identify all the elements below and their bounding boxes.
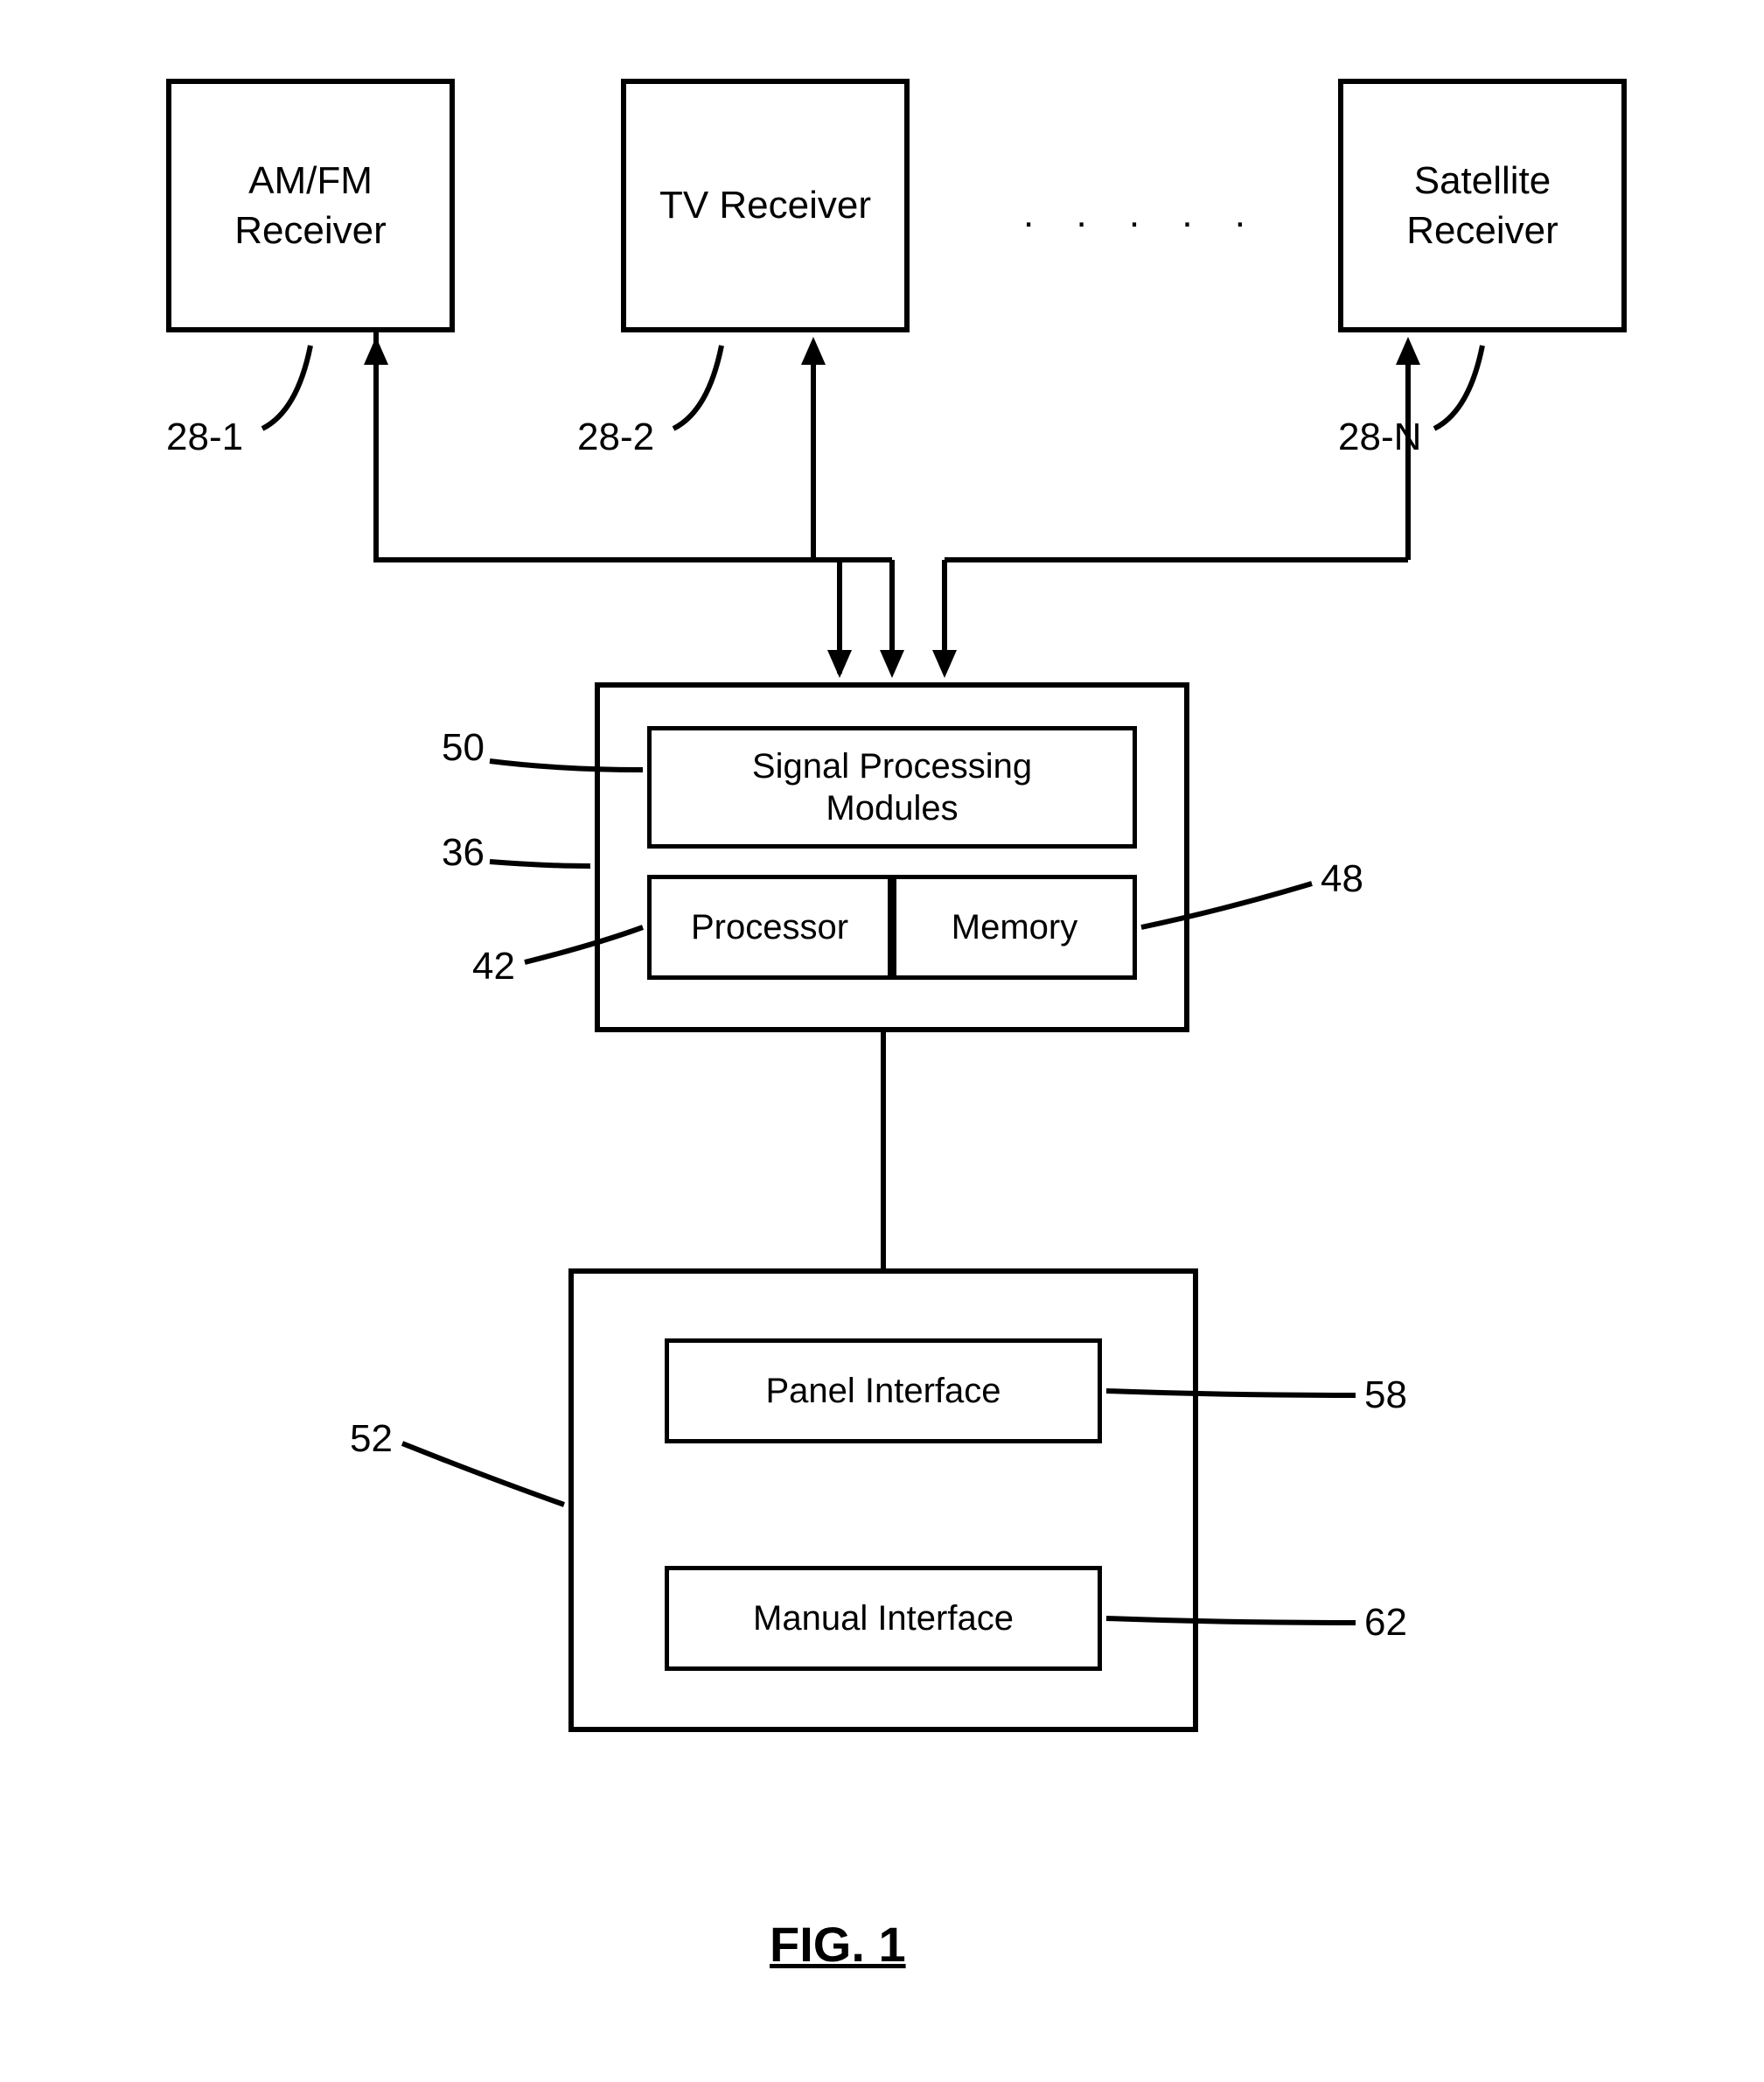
diagram-container: AM/FM Receiver TV Receiver Satellite Rec… xyxy=(0,0,1764,2082)
leader-62 xyxy=(0,0,1764,2082)
figure-title: FIG. 1 xyxy=(770,1916,906,1973)
